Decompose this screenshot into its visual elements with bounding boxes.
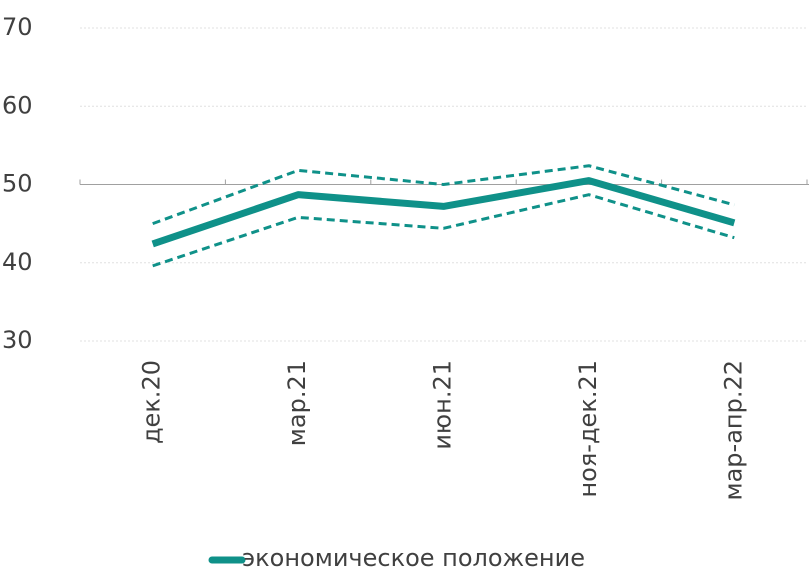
x-tick-label: июн.21 [429,360,457,450]
y-tick-label: 30 [2,326,33,354]
x-tick-label: дек.20 [138,360,166,444]
series-line [151,177,736,248]
y-tick-label: 70 [2,13,33,41]
y-tick-label: 40 [2,248,33,276]
bound-line [152,193,735,268]
x-tick-label: ноя-дек.21 [574,360,602,498]
legend-label: экономическое положение [242,544,585,572]
x-tick-label: мар.21 [283,360,311,446]
y-tick-label: 50 [2,170,33,198]
bound-line [152,164,735,226]
y-tick-label: 60 [2,91,33,119]
x-tick-label: мар-апр.22 [719,360,747,501]
